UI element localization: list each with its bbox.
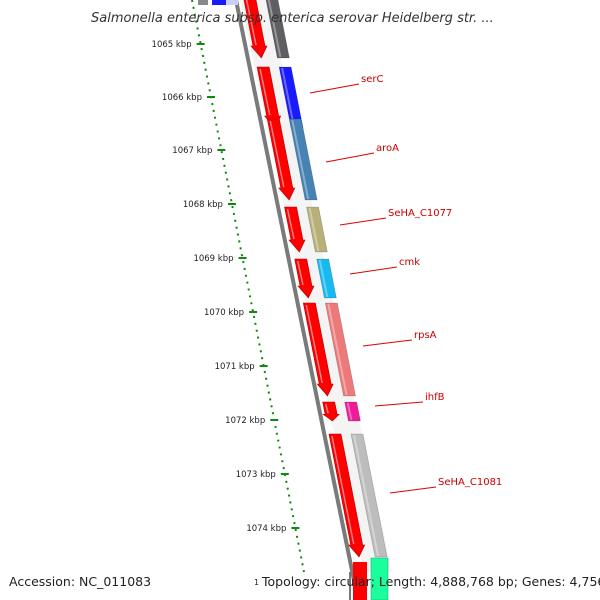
gene-highlight	[291, 119, 310, 200]
cds-highlight	[324, 403, 329, 414]
gene-label-c1077: SeHA_C1077	[388, 208, 452, 219]
gene-highlight	[352, 434, 380, 557]
label-leader	[349, 266, 398, 275]
gene-highlight	[267, 0, 282, 58]
label-leader	[374, 401, 424, 407]
gene-block-top	[265, 0, 290, 59]
gene-label-rpsA: rpsA	[414, 330, 437, 341]
gene-highlight	[318, 259, 329, 298]
label-leader	[389, 486, 437, 494]
cds-highlight	[269, 120, 285, 188]
cds-highlight	[296, 260, 304, 286]
label-leader	[339, 217, 387, 226]
tick-group: 1065 kbp 1066 kbp 1067 kbp 1068 kbp 1069 kbp…	[152, 40, 300, 534]
backbone-line	[234, 0, 360, 600]
tick-label: 1073 kbp	[236, 470, 276, 480]
gene-highlight	[346, 402, 353, 421]
gene-label-cmk: cmk	[399, 257, 420, 268]
gene-highlight	[327, 303, 348, 396]
gene-block-rpsA	[324, 302, 356, 397]
cds-highlight	[286, 208, 295, 240]
tick-label: 1071 kbp	[215, 362, 255, 372]
tick-label: 1067 kbp	[172, 146, 212, 156]
gene-block-ihfB	[344, 401, 361, 422]
position-marker: 1	[254, 578, 259, 587]
tick-label: 1072 kbp	[225, 416, 265, 426]
tick-label: 1066 kbp	[162, 93, 202, 103]
cds-highlight	[245, 0, 257, 46]
topology-summary: Topology: circular; Length: 4,888,768 bp…	[261, 574, 600, 589]
label-leader	[325, 152, 375, 163]
tick-label: 1068 kbp	[183, 200, 223, 210]
genome-title: Salmonella enterica subsp. enterica sero…	[91, 11, 494, 26]
gene-block-c1077	[306, 206, 328, 253]
gene-label-c1081: SeHA_C1081	[438, 477, 502, 488]
label-leader	[362, 339, 413, 347]
bottom-fragments	[349, 557, 389, 600]
top-fragments	[198, 0, 238, 5]
cds-highlight	[305, 304, 323, 384]
tick-label: 1065 kbp	[152, 40, 192, 50]
gene-track	[243, 0, 388, 558]
label-leader	[309, 83, 360, 94]
gene-block-aroA	[288, 118, 318, 201]
tick-label: 1070 kbp	[204, 308, 244, 318]
cds-highlight	[259, 68, 271, 116]
gene-label-serC: serC	[361, 74, 383, 85]
gene-label-ihfB: ihfB	[425, 392, 445, 403]
gene-highlight	[281, 67, 296, 128]
tick-label: 1074 kbp	[246, 524, 286, 534]
tick-label: 1069 kbp	[193, 254, 233, 264]
gene-highlight	[308, 207, 320, 252]
gene-block-cmk	[316, 258, 337, 299]
cds-highlight	[331, 435, 355, 545]
gene-label-aroA: aroA	[376, 143, 399, 154]
gene-block-c1081	[350, 433, 388, 558]
accession-label: Accession: NC_011083	[9, 574, 151, 589]
